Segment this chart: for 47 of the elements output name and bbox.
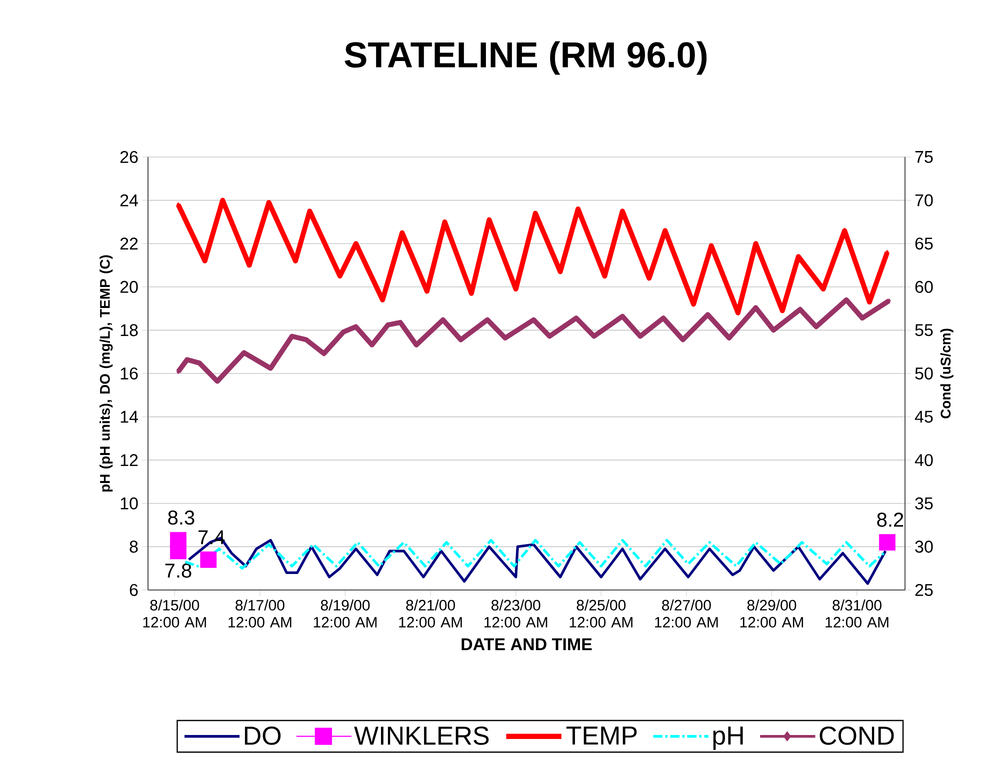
x-tick-label: 8/31/00 12:00 AM xyxy=(826,600,888,628)
y2-tick-label: 60 xyxy=(915,280,933,293)
y2-tick-label: 35 xyxy=(915,497,933,510)
point xyxy=(170,542,186,560)
data-label: 7.8 xyxy=(165,564,192,578)
data-label: 8.3 xyxy=(168,510,194,525)
y-tick-label: 18 xyxy=(120,324,138,336)
x-axis-title: DATE AND TIME xyxy=(462,638,592,650)
y2-tick-label: 65 xyxy=(915,238,933,250)
legend-label: WINKLERS xyxy=(354,726,489,745)
x-tick-label: 8/23/00 12:00 AM xyxy=(484,600,548,628)
y2-tick-label: 70 xyxy=(915,194,933,206)
data-label: 7.4 xyxy=(198,530,225,544)
chart-title: STATELINE (RM 96.0) xyxy=(344,41,707,75)
y2-tick-label: 40 xyxy=(914,454,933,466)
y-tick-label: 14 xyxy=(120,410,138,423)
y2-axis-title: Cond (uS/cm) xyxy=(940,328,954,418)
y2-tick-label: 25 xyxy=(915,584,933,596)
y-tick-label: 8 xyxy=(130,540,138,553)
y-tick-label: 26 xyxy=(120,150,138,164)
x-tick-label: 8/15/00 12:00 AM xyxy=(143,600,206,628)
y-tick-label: 22 xyxy=(120,238,138,250)
legend-label: DO xyxy=(244,726,281,745)
data-label: 8.2 xyxy=(877,512,904,527)
y-tick-label: 24 xyxy=(120,194,138,206)
y2-tick-label: 75 xyxy=(915,151,933,163)
y-tick-label: 20 xyxy=(120,280,138,293)
x-tick-label: 8/17/00 12:00 AM xyxy=(228,600,292,628)
x-tick-label: 8/27/00 12:00 AM xyxy=(655,600,718,628)
point xyxy=(879,534,896,551)
y2-tick-label: 45 xyxy=(914,410,933,423)
y2-tick-label: 55 xyxy=(915,324,933,336)
x-tick-label: 8/19/00 12:00 AM xyxy=(314,600,377,628)
y-axis-title: pH (pH units), DO (mg/L), TEMP (C) xyxy=(100,255,113,492)
point xyxy=(200,551,217,568)
y-tick-label: 16 xyxy=(120,367,138,380)
x-tick-label: 8/25/00 12:00 AM xyxy=(570,600,632,628)
legend-label: COND xyxy=(820,726,894,745)
x-tick-label: 8/29/00 12:00 AM xyxy=(740,600,803,628)
y2-tick-label: 50 xyxy=(915,367,933,380)
y-tick-label: 12 xyxy=(120,454,138,466)
y-tick-label: 6 xyxy=(130,584,138,596)
y2-tick-label: 30 xyxy=(915,540,933,553)
y-tick-label: 10 xyxy=(120,497,138,510)
legend-label: pH xyxy=(713,726,743,750)
legend-label: TEMP xyxy=(566,726,637,745)
x-tick-label: 8/21/00 12:00 AM xyxy=(399,600,462,628)
